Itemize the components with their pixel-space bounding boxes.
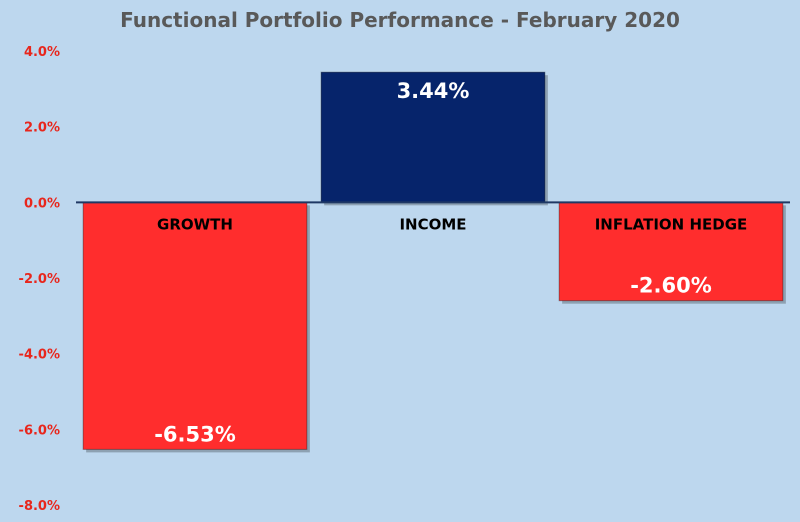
category-label: INCOME <box>399 215 466 233</box>
category-label: GROWTH <box>157 215 233 233</box>
y-tick-label: 0.0% <box>24 196 60 211</box>
bar <box>558 201 784 302</box>
bar <box>82 201 308 450</box>
data-label: -6.53% <box>154 422 236 446</box>
y-tick-label: 4.0% <box>24 45 60 60</box>
y-tick-label: -2.0% <box>19 272 60 287</box>
category-label: INFLATION HEDGE <box>595 215 748 233</box>
bar <box>320 71 546 203</box>
data-label: 3.44% <box>397 79 470 103</box>
y-tick-label: 2.0% <box>24 121 60 136</box>
y-tick-label: -6.0% <box>19 423 60 438</box>
chart-title: Functional Portfolio Performance - Febru… <box>120 8 680 32</box>
y-tick-label: -8.0% <box>19 499 60 514</box>
data-label: -2.60% <box>630 274 712 298</box>
y-tick-label: -4.0% <box>19 348 60 363</box>
